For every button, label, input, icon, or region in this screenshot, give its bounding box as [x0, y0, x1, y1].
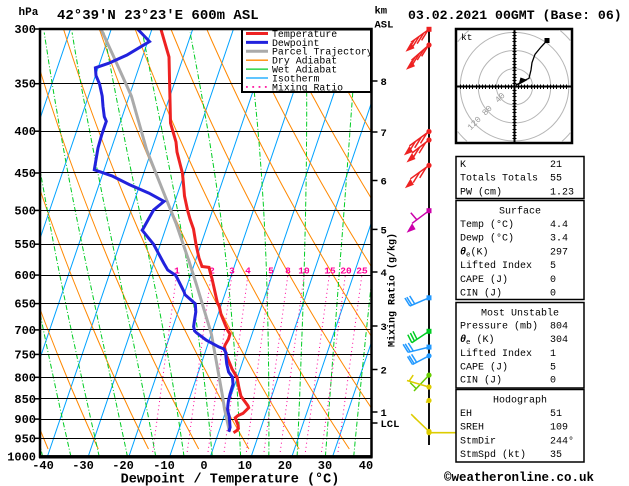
svg-text:Mixing Ratio: Mixing Ratio — [272, 82, 343, 93]
svg-text:40: 40 — [359, 459, 373, 473]
svg-text:Lifted Index: Lifted Index — [460, 348, 532, 360]
svg-text:109: 109 — [550, 423, 568, 434]
svg-text:EH: EH — [460, 409, 472, 420]
svg-text:4.4: 4.4 — [550, 220, 568, 231]
svg-text:kt: kt — [461, 32, 472, 43]
svg-text:850: 850 — [14, 393, 36, 407]
svg-text:4: 4 — [245, 266, 251, 277]
svg-text:Isotherm: Isotherm — [272, 73, 319, 84]
svg-text:700: 700 — [14, 324, 36, 338]
svg-text:1: 1 — [550, 349, 556, 360]
svg-text:8: 8 — [381, 77, 387, 89]
svg-text:Most Unstable: Most Unstable — [481, 308, 559, 320]
svg-text:Temp (°C): Temp (°C) — [460, 219, 514, 231]
svg-text:244°: 244° — [550, 435, 574, 447]
svg-text:6: 6 — [381, 177, 387, 189]
svg-text:3: 3 — [229, 266, 235, 277]
svg-text:5: 5 — [381, 225, 387, 237]
svg-text:297: 297 — [550, 247, 568, 258]
svg-text:7: 7 — [381, 128, 387, 140]
svg-text:Totals Totals: Totals Totals — [460, 173, 538, 185]
svg-text:Wet Adiabat: Wet Adiabat — [272, 65, 337, 76]
svg-text:1: 1 — [381, 408, 387, 420]
svg-text:804: 804 — [550, 322, 568, 333]
svg-text:2: 2 — [209, 266, 215, 277]
svg-text:Dewpoint: Dewpoint — [272, 38, 319, 49]
svg-text:Temperature: Temperature — [272, 29, 337, 40]
svg-text:0: 0 — [550, 375, 556, 386]
svg-text:1: 1 — [174, 266, 180, 277]
svg-text:ASL: ASL — [375, 20, 394, 32]
svg-text:950: 950 — [14, 432, 36, 446]
svg-text:0: 0 — [550, 275, 556, 286]
svg-text:8: 8 — [285, 266, 291, 277]
svg-text:-40: -40 — [32, 459, 54, 473]
svg-text:θe (K): θe (K) — [460, 334, 495, 347]
svg-text:0: 0 — [200, 459, 207, 473]
svg-text:550: 550 — [14, 238, 36, 252]
svg-text:30: 30 — [318, 459, 332, 473]
svg-text:3.4: 3.4 — [550, 234, 568, 245]
svg-text:StmDir: StmDir — [460, 435, 496, 447]
svg-text:5: 5 — [550, 261, 556, 272]
svg-text:km: km — [375, 6, 388, 18]
svg-text:SREH: SREH — [460, 423, 484, 434]
svg-text:400: 400 — [14, 125, 36, 139]
svg-text:55: 55 — [550, 174, 562, 185]
svg-text:51: 51 — [550, 409, 562, 420]
svg-text:650: 650 — [14, 298, 36, 312]
svg-text:Pressure (mb): Pressure (mb) — [460, 321, 538, 333]
svg-text:3: 3 — [381, 322, 387, 334]
svg-text:450: 450 — [14, 167, 36, 181]
svg-text:CAPE (J): CAPE (J) — [460, 362, 508, 374]
svg-text:35: 35 — [550, 450, 562, 461]
svg-text:15: 15 — [324, 266, 336, 277]
svg-text:-30: -30 — [72, 459, 94, 473]
svg-text:0: 0 — [550, 289, 556, 300]
svg-text:Dewpoint / Temperature (°C): Dewpoint / Temperature (°C) — [121, 473, 340, 486]
svg-text:03.02.2021 00GMT (Base: 06): 03.02.2021 00GMT (Base: 06) — [408, 8, 622, 23]
svg-text:-10: -10 — [153, 459, 175, 473]
svg-text:CIN (J): CIN (J) — [460, 288, 502, 300]
svg-text:4: 4 — [381, 268, 387, 280]
svg-text:Mixing Ratio (g/kg): Mixing Ratio (g/kg) — [387, 233, 399, 347]
svg-text:304: 304 — [550, 335, 568, 346]
svg-text:K: K — [460, 160, 466, 171]
svg-text:1.23: 1.23 — [550, 187, 574, 198]
svg-text:StmSpd (kt): StmSpd (kt) — [460, 449, 526, 461]
svg-text:21: 21 — [550, 160, 562, 171]
svg-text:hPa: hPa — [19, 7, 39, 19]
svg-text:θe(K): θe(K) — [460, 246, 489, 259]
svg-text:Hodograph: Hodograph — [493, 395, 547, 407]
svg-text:20: 20 — [340, 266, 352, 277]
svg-text:900: 900 — [14, 413, 36, 427]
svg-text:2: 2 — [381, 366, 387, 378]
svg-text:Dry Adiabat: Dry Adiabat — [272, 56, 337, 67]
svg-text:5: 5 — [550, 363, 556, 374]
svg-text:10: 10 — [238, 459, 252, 473]
svg-text:Lifted Index: Lifted Index — [460, 260, 532, 272]
svg-text:42°39'N 23°23'E 600m ASL: 42°39'N 23°23'E 600m ASL — [57, 8, 259, 24]
svg-text:©weatheronline.co.uk: ©weatheronline.co.uk — [444, 471, 595, 485]
svg-text:Parcel Trajectory: Parcel Trajectory — [272, 47, 373, 58]
svg-text:Dewp (°C): Dewp (°C) — [460, 233, 514, 245]
svg-text:300: 300 — [14, 23, 36, 37]
svg-text:5: 5 — [268, 266, 274, 277]
svg-text:-20: -20 — [112, 459, 134, 473]
svg-text:10: 10 — [298, 266, 310, 277]
svg-text:20: 20 — [278, 459, 292, 473]
svg-text:CIN (J): CIN (J) — [460, 374, 502, 386]
svg-text:LCL: LCL — [381, 419, 400, 431]
svg-text:600: 600 — [14, 269, 36, 283]
svg-text:PW (cm): PW (cm) — [460, 186, 502, 198]
svg-text:25: 25 — [356, 266, 368, 277]
svg-text:1000: 1000 — [7, 451, 36, 465]
svg-text:500: 500 — [14, 204, 36, 218]
svg-text:350: 350 — [14, 78, 36, 92]
svg-text:800: 800 — [14, 371, 36, 385]
svg-text:CAPE (J): CAPE (J) — [460, 274, 508, 286]
svg-text:Surface: Surface — [499, 206, 541, 218]
svg-text:750: 750 — [14, 348, 36, 362]
